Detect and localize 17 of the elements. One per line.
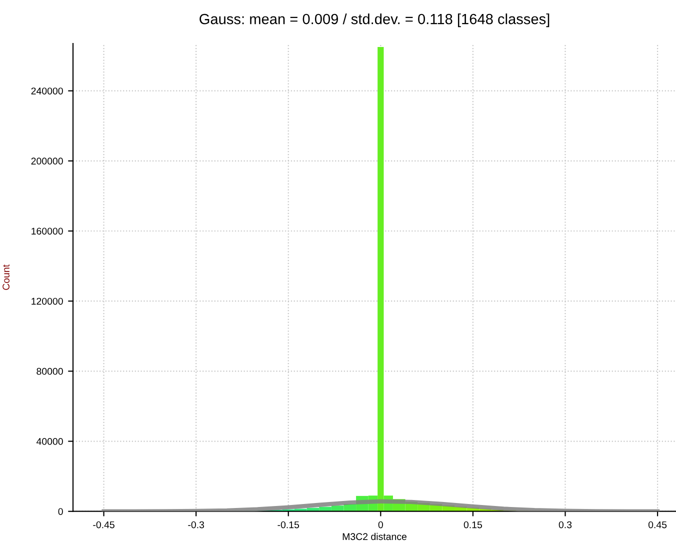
chart-title: Gauss: mean = 0.009 / std.dev. = 0.118 [1648 classes] (200, 14, 550, 28)
x-tick-label: -0.15 (278, 521, 300, 528)
y-tick-label: 200000 (31, 158, 63, 165)
y-tick-label: 80000 (36, 368, 63, 375)
x-tick-label: 0.15 (464, 521, 482, 528)
y-tick-label: 120000 (32, 298, 63, 305)
x-tick-label: -0.45 (93, 521, 114, 528)
y-axis-title: Count (2, 264, 10, 290)
y-tick-label: 40000 (36, 438, 63, 445)
x-tick-label: -0.3 (188, 521, 204, 528)
x-tick-label: 0.3 (558, 521, 572, 528)
x-tick-label: 0.45 (648, 521, 667, 528)
y-tick-label: 160000 (32, 228, 63, 235)
y-tick-label: 0 (58, 508, 63, 515)
y-tick-label: 240000 (31, 88, 63, 94)
x-axis-title: M3C2 distance (342, 532, 406, 540)
x-tick-label: 0 (378, 521, 383, 528)
